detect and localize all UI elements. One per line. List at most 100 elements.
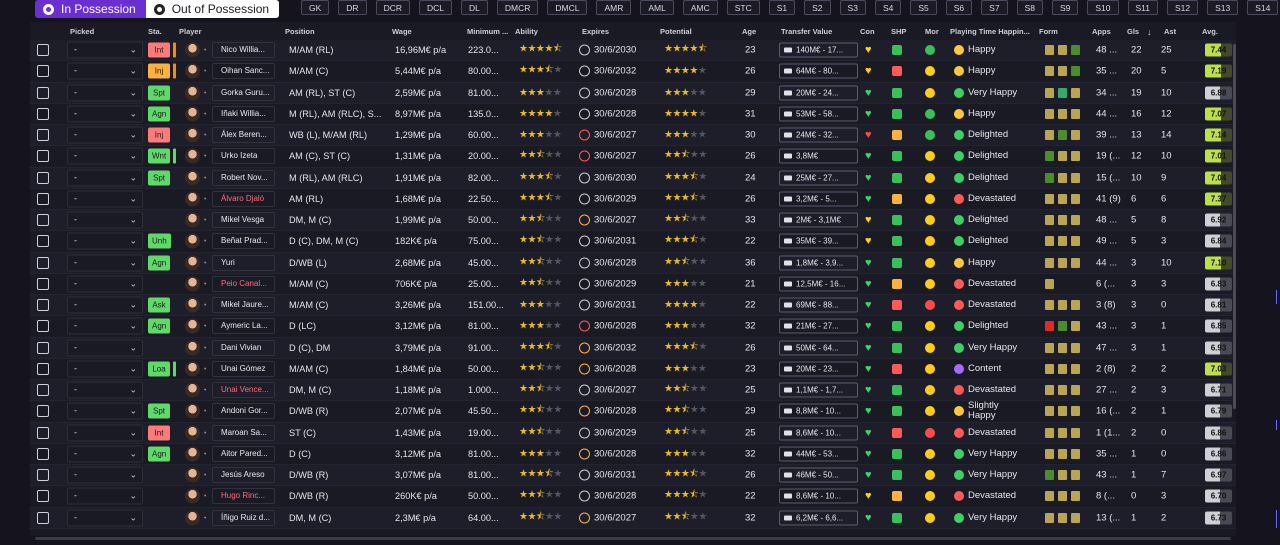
row-checkbox[interactable] <box>37 171 49 184</box>
position-filter-button[interactable]: S12 <box>1167 0 1199 15</box>
table-row[interactable]: - ⌄ ◔ Dani Vivian D (C), DM 3,79M€ p/a 91.00..… <box>30 337 1236 359</box>
position-filter-button[interactable]: DR <box>338 0 367 15</box>
table-row[interactable]: - ⌄ Inj ◔ Álex Beren... WB (L), M/AM (RL) 1,29… <box>30 125 1236 147</box>
picked-dropdown[interactable]: - ⌄ <box>67 381 143 399</box>
row-checkbox[interactable] <box>37 107 49 120</box>
row-checkbox[interactable] <box>37 65 49 78</box>
table-row[interactable]: - ⌄ ◔ Hugo Rinc... D/WB (R) 260K€ p/a 50.00...… <box>30 486 1236 508</box>
transfer-value[interactable]: 1,1M€ - 1,7... <box>779 382 858 398</box>
position-filter-button[interactable]: S14 <box>1247 0 1279 15</box>
position-filter-button[interactable]: S1 <box>768 0 796 15</box>
player-name[interactable]: Mikel Jaure... <box>212 297 275 314</box>
table-row[interactable]: - ⌄ ◔ Jesús Areso D/WB (R) 3,07M€ p/a 81.00...… <box>30 465 1236 487</box>
transfer-value[interactable]: 3,8M€ <box>779 148 858 164</box>
header-position[interactable]: Position <box>285 27 315 36</box>
picked-dropdown[interactable]: - ⌄ <box>67 62 143 80</box>
transfer-value[interactable]: 50M€ - 64... <box>779 340 858 356</box>
position-filter-button[interactable]: DCR <box>375 0 410 15</box>
player-name[interactable]: Hugo Rinc... <box>212 488 275 505</box>
row-checkbox[interactable] <box>37 86 49 99</box>
header-condition[interactable]: Con <box>860 27 875 36</box>
table-row[interactable]: - ⌄ Spt ◔ Gorka Guru... AM (RL), ST (C) 2,59M€… <box>30 82 1236 104</box>
transfer-value[interactable]: 2M€ - 3,1M€ <box>779 212 858 228</box>
transfer-value[interactable]: 8,6M€ - 10... <box>779 488 858 504</box>
position-filter-button[interactable]: S5 <box>910 0 937 15</box>
transfer-value[interactable]: 35M€ - 39... <box>779 233 858 249</box>
transfer-value[interactable]: 140M€ - 17... <box>779 42 858 58</box>
transfer-value[interactable]: 69M€ - 88... <box>779 297 858 313</box>
status-badge[interactable]: Spt <box>148 85 170 101</box>
status-badge[interactable]: Agn <box>148 255 171 271</box>
header-wage[interactable]: Wage <box>392 27 412 36</box>
header-form[interactable]: Form <box>1039 27 1058 36</box>
header-goals[interactable]: Gls <box>1127 27 1140 36</box>
table-row[interactable]: - ⌄ Int ◔ Nico Willia... M/AM (RL) 16,96M€ p/a… <box>30 40 1236 62</box>
picked-dropdown[interactable]: - ⌄ <box>67 126 143 144</box>
row-checkbox[interactable] <box>37 150 49 163</box>
player-name[interactable]: Oihan Sanc... <box>212 63 275 80</box>
player-name[interactable]: Maroan Sa... <box>212 424 275 441</box>
transfer-value[interactable]: 8,8M€ - 10... <box>779 403 858 419</box>
table-row[interactable]: - ⌄ Spt ◔ Robert Nov... M (RL), AM (RLC) 1,91M… <box>30 167 1236 189</box>
picked-dropdown[interactable]: - ⌄ <box>67 41 143 59</box>
table-row[interactable]: - ⌄ Agn ◔ Yuri D/WB (L) 2,68M€ p/a 45.00... ★★⯪★… <box>30 252 1236 274</box>
player-name[interactable]: Álvaro Djaló <box>212 190 275 207</box>
picked-dropdown[interactable]: - ⌄ <box>67 466 143 484</box>
table-row[interactable]: - ⌄ Agn ◔ Aymeric La... D (LC) 3,12M€ p/a 81.00… <box>30 316 1236 338</box>
row-checkbox[interactable] <box>37 405 49 418</box>
picked-dropdown[interactable]: - ⌄ <box>67 84 143 102</box>
header-status[interactable]: Sta. <box>148 27 162 36</box>
header-assists[interactable]: Ast <box>1164 27 1177 36</box>
player-name[interactable]: Yuri <box>212 254 275 271</box>
picked-dropdown[interactable]: - ⌄ <box>67 424 143 442</box>
table-row[interactable]: - ⌄ Agn ◔ Iñaki Willia... M (RL), AM (RLC), S… <box>30 103 1236 125</box>
table-row[interactable]: - ⌄ ◔ Íñigo Ruiz d... DM, M (C) 2,3M€ p/a 64.0… <box>30 507 1236 529</box>
table-row[interactable]: - ⌄ Int ◔ Maroan Sa... ST (C) 1,43M€ p/a 19.00.… <box>30 422 1236 444</box>
position-filter-button[interactable]: S4 <box>874 0 902 15</box>
position-filter-button[interactable]: S10 <box>1087 0 1119 15</box>
row-checkbox[interactable] <box>37 362 49 375</box>
position-filter-button[interactable]: S13 <box>1207 0 1239 15</box>
player-name[interactable]: Gorka Guru... <box>212 84 275 101</box>
header-morale[interactable]: Mor <box>925 27 939 36</box>
position-filter-button[interactable]: S7 <box>981 0 1008 15</box>
status-badge[interactable]: Ask <box>148 297 170 313</box>
row-checkbox[interactable] <box>37 44 49 57</box>
transfer-value[interactable]: 8,6M€ - 10... <box>779 425 858 441</box>
row-checkbox[interactable] <box>37 341 49 354</box>
transfer-value[interactable]: 3,2M€ - 5... <box>779 191 858 207</box>
tab-in-possession[interactable]: In Possession <box>35 0 146 18</box>
player-name[interactable]: Urko Izeta <box>212 148 275 165</box>
header-ability[interactable]: Ability <box>515 27 538 36</box>
table-row[interactable]: - ⌄ Loa ◔ Unai Gómez M/AM (C) 1,84M€ p/a 50.00.… <box>30 358 1236 380</box>
transfer-value[interactable]: 21M€ - 27... <box>779 318 858 334</box>
player-name[interactable]: Iñaki Willia... <box>212 105 275 122</box>
picked-dropdown[interactable]: - ⌄ <box>67 211 143 229</box>
status-badge[interactable]: Agn <box>148 106 171 122</box>
player-name[interactable]: Beñat Prad... <box>212 233 275 250</box>
position-filter-button[interactable]: S11 <box>1127 0 1159 15</box>
position-filter-button[interactable]: S3 <box>839 0 866 15</box>
transfer-value[interactable]: 6,2M€ - 6,6... <box>779 510 858 526</box>
header-sharpness[interactable]: SHP <box>891 27 907 36</box>
header-expires[interactable]: Expires <box>582 27 610 36</box>
position-filter-button[interactable]: S2 <box>804 0 831 15</box>
header-age[interactable]: Age <box>742 27 757 36</box>
player-name[interactable]: Peio Canal... <box>212 275 275 292</box>
header-potential[interactable]: Potential <box>660 27 692 36</box>
picked-dropdown[interactable]: - ⌄ <box>67 105 143 123</box>
row-checkbox[interactable] <box>37 384 49 397</box>
player-name[interactable]: Dani Vivian <box>212 339 275 356</box>
status-badge[interactable]: Inj <box>148 63 170 79</box>
row-checkbox[interactable] <box>37 426 49 439</box>
table-row[interactable]: - ⌄ Spt ◔ Andoni Gor... D/WB (R) 2,07M€ p/a 45.… <box>30 401 1236 423</box>
table-row[interactable]: - ⌄ Inj ◔ Oihan Sanc... M/AM (C) 5,44M€ p/a 80.… <box>30 61 1236 83</box>
player-name[interactable]: Íñigo Ruiz d... <box>212 509 275 526</box>
table-row[interactable]: - ⌄ Unh ◔ Beñat Prad... D (C), DM, M (C) 182K€… <box>30 231 1236 253</box>
status-badge[interactable]: Loa <box>148 361 170 377</box>
sort-arrow-icon[interactable]: ↓ <box>1147 27 1152 37</box>
picked-dropdown[interactable]: - ⌄ <box>67 339 143 357</box>
horizontal-scrollbar[interactable] <box>35 537 1231 540</box>
header-apps[interactable]: Apps <box>1092 27 1111 36</box>
row-checkbox[interactable] <box>37 192 49 205</box>
